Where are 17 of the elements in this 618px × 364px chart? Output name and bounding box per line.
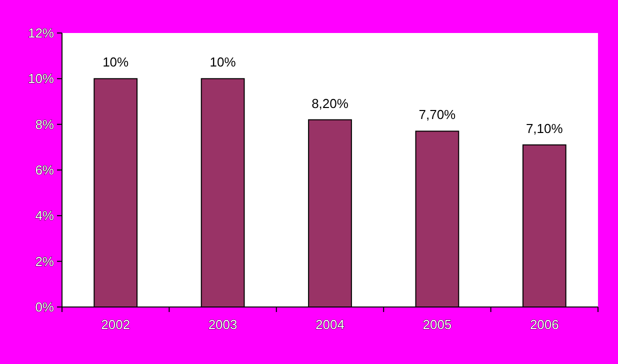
data-label: 10%: [210, 54, 236, 70]
y-tick-label: 8%: [35, 116, 54, 132]
data-label: 8,20%: [312, 96, 349, 111]
data-label: 7,70%: [418, 107, 456, 122]
y-tick-label: 6%: [35, 162, 54, 178]
x-tick-label: 2002: [101, 317, 130, 332]
y-tick-label: 0%: [35, 300, 54, 315]
x-tick-label: 2003: [208, 317, 238, 332]
y-tick-label: 2%: [35, 254, 54, 269]
data-label: 10%: [102, 54, 130, 70]
x-tick-label: 2006: [530, 317, 559, 332]
data-label: 7,10%: [526, 120, 564, 136]
y-tick-label: 12%: [28, 26, 54, 41]
x-tick-label: 2005: [422, 317, 452, 332]
y-tick-label: 4%: [35, 208, 54, 224]
x-tick-label: 2004: [316, 317, 344, 332]
y-tick-label: 10%: [28, 71, 54, 86]
